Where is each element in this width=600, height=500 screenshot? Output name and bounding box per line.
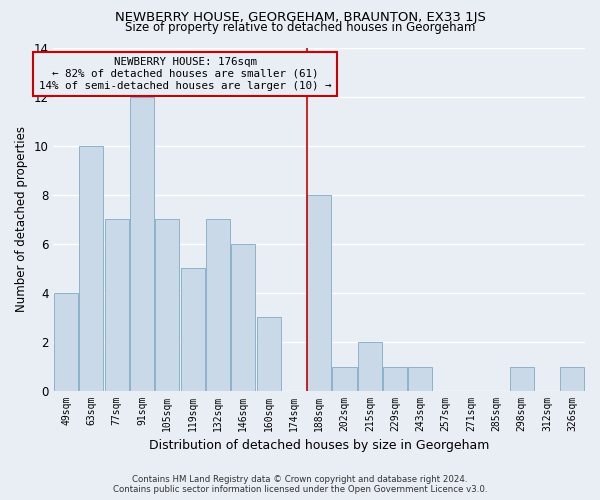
Bar bbox=[79, 146, 103, 391]
Bar bbox=[560, 366, 584, 391]
Bar bbox=[383, 366, 407, 391]
Bar bbox=[104, 220, 129, 391]
Bar bbox=[509, 366, 534, 391]
Bar bbox=[155, 220, 179, 391]
Text: Size of property relative to detached houses in Georgeham: Size of property relative to detached ho… bbox=[125, 22, 475, 35]
Bar bbox=[358, 342, 382, 391]
Text: Contains HM Land Registry data © Crown copyright and database right 2024.
Contai: Contains HM Land Registry data © Crown c… bbox=[113, 474, 487, 494]
Bar bbox=[257, 318, 281, 391]
Text: NEWBERRY HOUSE: 176sqm
← 82% of detached houses are smaller (61)
14% of semi-det: NEWBERRY HOUSE: 176sqm ← 82% of detached… bbox=[39, 58, 331, 90]
Bar bbox=[181, 268, 205, 391]
Bar bbox=[307, 194, 331, 391]
Text: NEWBERRY HOUSE, GEORGEHAM, BRAUNTON, EX33 1JS: NEWBERRY HOUSE, GEORGEHAM, BRAUNTON, EX3… bbox=[115, 11, 485, 24]
Bar bbox=[206, 220, 230, 391]
Bar bbox=[231, 244, 255, 391]
X-axis label: Distribution of detached houses by size in Georgeham: Distribution of detached houses by size … bbox=[149, 440, 490, 452]
Bar bbox=[409, 366, 433, 391]
Bar bbox=[332, 366, 356, 391]
Bar bbox=[54, 293, 78, 391]
Y-axis label: Number of detached properties: Number of detached properties bbox=[15, 126, 28, 312]
Bar bbox=[130, 96, 154, 391]
